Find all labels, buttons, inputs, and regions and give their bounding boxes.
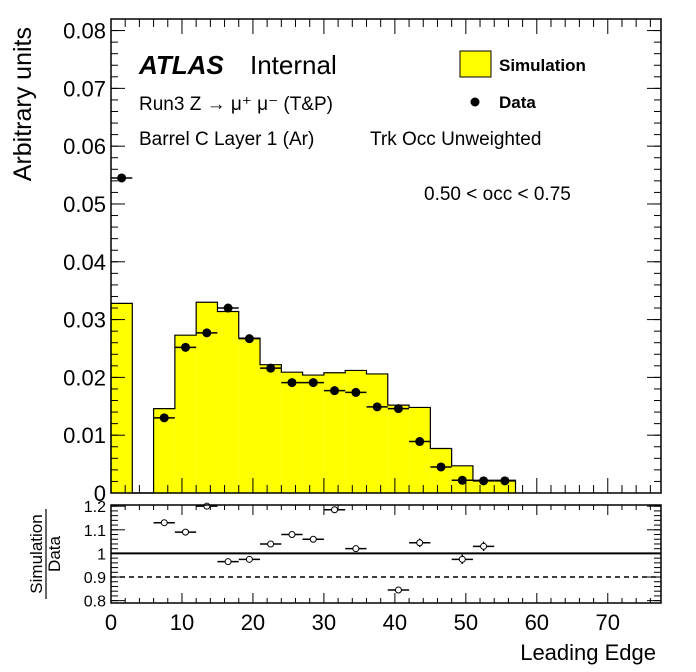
ratio-point xyxy=(309,535,317,543)
simulation-bar xyxy=(302,375,324,493)
ratio-axes: 0.8 0.9 1 1.1 1.2 0 10 20 30 40 50 60 70 xyxy=(84,499,661,635)
simulation-histogram xyxy=(110,301,517,494)
process-label: Run3 Z → μ⁺ μ⁻ (T&P) xyxy=(139,94,333,115)
main-panel: 0 0.01 0.02 0.03 0.04 0.05 0.06 0.07 0.08 Arbitr… xyxy=(9,18,662,506)
ratio-point xyxy=(416,539,424,547)
simulation-bar xyxy=(409,407,431,493)
x-tick-label: 50 xyxy=(454,610,478,635)
data-point xyxy=(223,303,233,313)
region-label: Barrel C Layer 1 (Ar) xyxy=(139,129,314,150)
x-tick-label: 70 xyxy=(596,610,620,635)
simulation-bar xyxy=(153,408,175,493)
simulation-bar xyxy=(281,372,303,493)
legend: Simulation Data xyxy=(459,50,586,112)
data-point xyxy=(393,404,403,414)
main-plot-frame xyxy=(110,18,662,494)
simulation-bar xyxy=(472,480,495,493)
data-points xyxy=(111,173,516,486)
ratio-point xyxy=(203,502,211,510)
simulation-bar xyxy=(366,373,388,493)
simulation-bar xyxy=(196,302,218,493)
ratio-y-tick-label: 1.1 xyxy=(84,523,106,540)
simulation-bar xyxy=(260,364,282,493)
ratio-point xyxy=(352,545,360,553)
x-tick-label: 0 xyxy=(105,610,117,635)
x-tick-label: 20 xyxy=(241,610,265,635)
ratio-points xyxy=(153,502,495,594)
simulation-outline xyxy=(110,301,517,494)
ratio-point xyxy=(394,586,402,594)
y-tick-label: 0.02 xyxy=(63,365,106,390)
legend-data-label: Data xyxy=(499,93,536,112)
y-tick-label: 0.08 xyxy=(63,19,106,44)
y-tick-label: 0.05 xyxy=(63,192,106,217)
x-tick-label: 10 xyxy=(170,610,194,635)
data-point xyxy=(351,387,361,397)
ratio-plot-frame xyxy=(110,504,662,604)
ratio-numerator-label: Simulation xyxy=(27,514,46,593)
y-tick-label: 0.01 xyxy=(63,423,106,448)
data-point xyxy=(266,363,276,373)
main-axes: 0 0.01 0.02 0.03 0.04 0.05 0.06 0.07 0.08 xyxy=(63,19,661,506)
data-point xyxy=(308,378,318,388)
y-axis-label: Arbitrary units xyxy=(9,27,37,181)
simulation-bar xyxy=(323,372,346,493)
ratio-denominator-label: Data xyxy=(45,536,64,572)
atlas-label: ATLAS xyxy=(138,50,224,80)
y-tick-label: 0.07 xyxy=(63,76,106,101)
legend-simulation-label: Simulation xyxy=(499,56,586,75)
ratio-y-tick-label: 1.2 xyxy=(84,499,106,516)
data-point xyxy=(415,437,425,447)
ratio-point xyxy=(160,519,168,527)
ratio-point xyxy=(182,528,190,536)
data-point xyxy=(372,402,382,412)
data-point xyxy=(436,462,446,472)
simulation-bar xyxy=(494,480,516,493)
y-tick-label: 0.03 xyxy=(63,308,106,333)
ratio-y-axis-label: Simulation Data xyxy=(27,509,64,599)
simulation-bar xyxy=(345,370,367,493)
y-tick-label: 0.04 xyxy=(63,250,106,275)
data-point xyxy=(457,475,467,485)
ratio-point xyxy=(224,558,232,566)
ratio-point xyxy=(288,531,296,539)
data-point xyxy=(330,386,340,396)
ratio-point xyxy=(458,555,466,563)
occupancy-cut-label: 0.50 < occ < 0.75 xyxy=(424,184,571,205)
simulation-bar xyxy=(387,405,410,493)
data-point xyxy=(244,334,254,344)
data-point xyxy=(181,342,191,352)
x-tick-label: 60 xyxy=(525,610,549,635)
ratio-point xyxy=(480,542,488,550)
simulation-bar xyxy=(238,338,261,493)
ratio-y-tick-label: 1 xyxy=(97,546,106,563)
ratio-y-tick-label: 0.9 xyxy=(84,570,106,587)
ratio-point xyxy=(245,555,253,563)
simulation-bar xyxy=(174,335,197,493)
ratio-y-tick-label: 0.8 xyxy=(84,594,106,611)
weighting-label: Trk Occ Unweighted xyxy=(370,129,541,150)
internal-label: Internal xyxy=(250,50,337,80)
x-tick-label: 40 xyxy=(383,610,407,635)
ratio-panel: 0.8 0.9 1 1.1 1.2 0 10 20 30 40 50 60 70 Simulation … xyxy=(27,499,662,665)
simulation-bar xyxy=(217,311,239,493)
data-point xyxy=(500,476,510,486)
data-point xyxy=(202,328,212,338)
ratio-point xyxy=(267,540,275,548)
simulation-bar xyxy=(111,303,133,493)
data-point xyxy=(117,173,127,183)
legend-simulation-swatch xyxy=(459,50,492,78)
ratio-point xyxy=(331,506,339,514)
x-tick-label: 30 xyxy=(312,610,336,635)
data-point xyxy=(479,476,489,486)
legend-data-marker xyxy=(470,97,480,107)
y-tick-label: 0 xyxy=(94,481,106,506)
y-tick-label: 0.06 xyxy=(63,134,106,159)
data-point xyxy=(159,413,169,423)
data-point xyxy=(287,378,297,388)
x-axis-label: Leading Edge xyxy=(520,640,656,665)
